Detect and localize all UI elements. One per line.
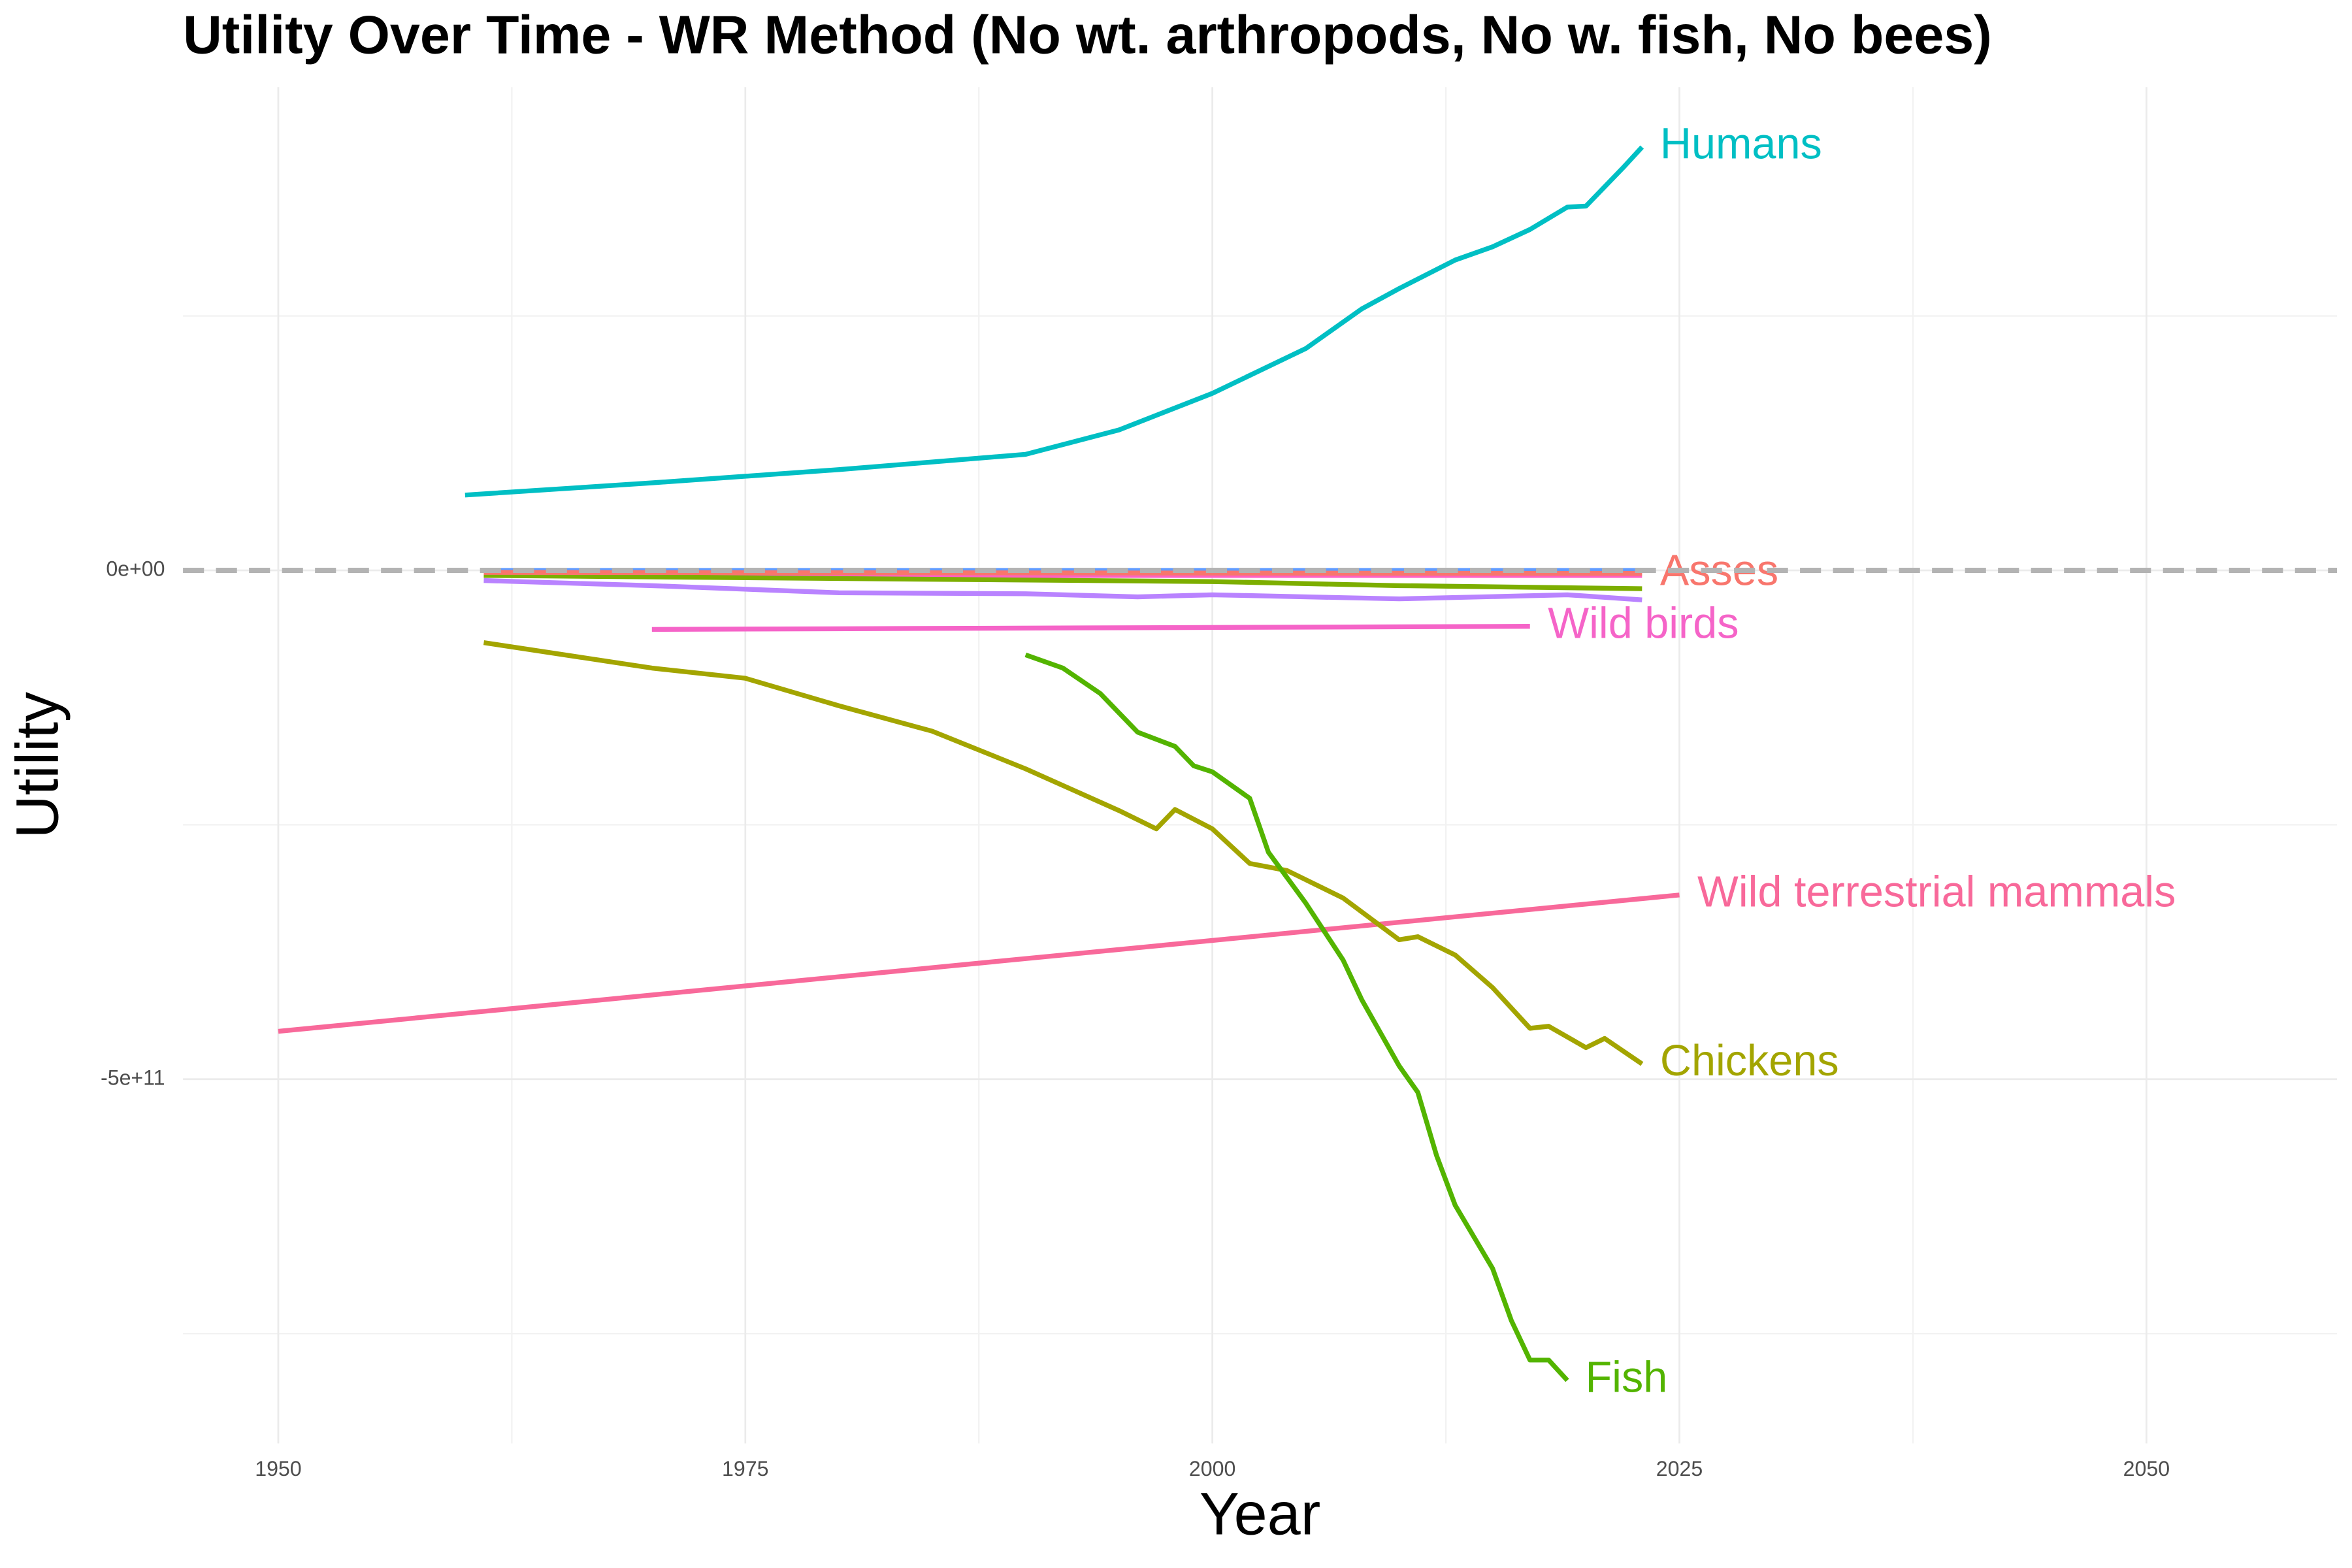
series-line <box>483 640 1644 1066</box>
x-axis-label: Year <box>1200 1480 1321 1547</box>
series-line <box>1024 652 1569 1382</box>
x-tick-label: 2025 <box>1656 1457 1703 1480</box>
y-axis-label: Utility <box>5 692 71 839</box>
series-label: Fish <box>1586 1353 1668 1401</box>
x-tick-label: 2050 <box>2123 1457 2170 1480</box>
x-tick-label: 1975 <box>722 1457 768 1480</box>
y-tick-label: -5e+11 <box>101 1066 165 1089</box>
chart-title: Utility Over Time - WR Method (No wt. ar… <box>183 5 1992 65</box>
x-tick-label: 1950 <box>255 1457 301 1480</box>
series-line <box>651 624 1530 632</box>
y-tick-label: 0e+00 <box>106 557 165 581</box>
x-tick-label: 2000 <box>1189 1457 1235 1480</box>
series-line <box>483 570 1642 576</box>
series-label: Wild terrestrial mammals <box>1697 868 2176 916</box>
series-line <box>278 892 1680 1034</box>
series-line <box>465 145 1644 498</box>
series-label: Humans <box>1660 120 1822 169</box>
series-line <box>483 573 1642 591</box>
series-label: Wild birds <box>1548 599 1739 647</box>
series-line <box>483 578 1642 602</box>
series-label: Chickens <box>1660 1037 1839 1085</box>
